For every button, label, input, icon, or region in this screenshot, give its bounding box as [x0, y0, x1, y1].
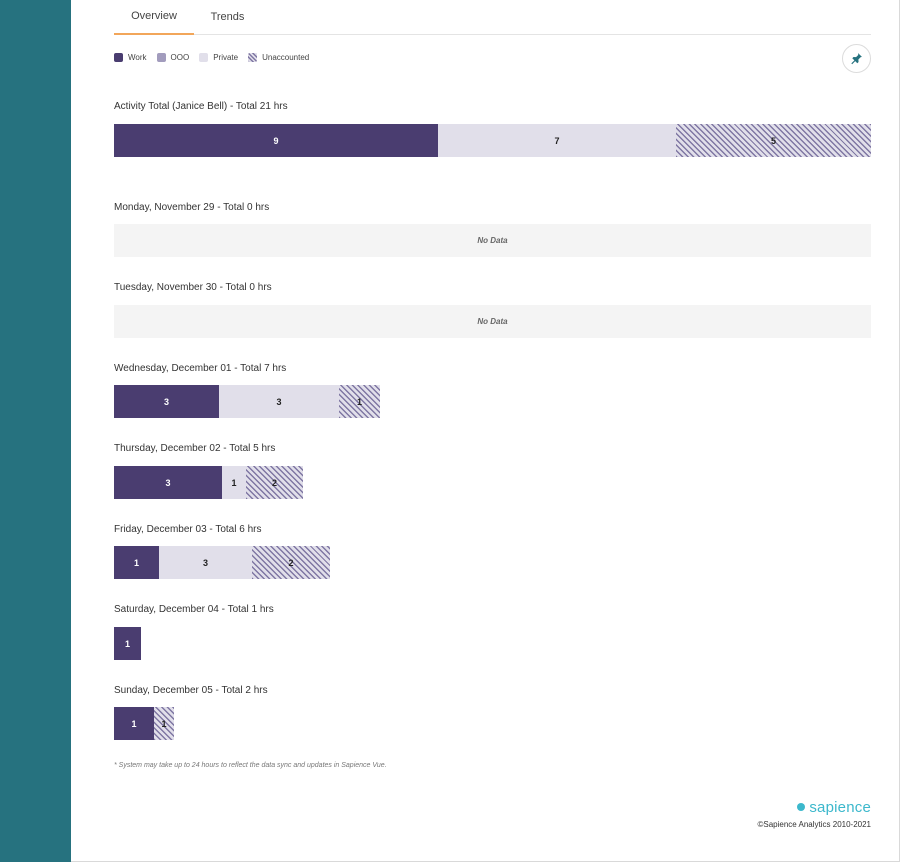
- logo-dot-icon: [797, 802, 806, 811]
- private-segment: 1: [222, 466, 246, 499]
- day-title-thursday: Thursday, December 02 - Total 5 hrs: [114, 443, 276, 454]
- legend: Work OOO Private Unaccounted: [114, 53, 319, 62]
- legend-swatch-unaccounted: [248, 53, 258, 62]
- legend-swatch-work: [114, 53, 123, 62]
- copyright: ©Sapience Analytics 2010-2021: [757, 820, 871, 829]
- legend-item-work: Work: [114, 53, 147, 62]
- no-data-monday: No Data: [114, 224, 871, 257]
- footnote: * System may take up to 24 hours to refl…: [114, 762, 387, 769]
- work-segment: 3: [114, 385, 219, 418]
- app-sidebar: [0, 0, 71, 862]
- pin-icon: [851, 53, 862, 65]
- total-private-segment: 7: [438, 124, 676, 157]
- day-title-monday: Monday, November 29 - Total 0 hrs: [114, 202, 270, 213]
- day-title-friday: Friday, December 03 - Total 6 hrs: [114, 524, 262, 535]
- unaccounted-segment: 2: [246, 466, 303, 499]
- work-segment: 3: [114, 466, 222, 499]
- activity-total-bar: 9 7 5: [114, 124, 871, 157]
- total-unaccounted-segment: 5: [676, 124, 871, 157]
- day-bar-thursday: 3 1 2: [114, 466, 303, 499]
- unaccounted-segment: 1: [339, 385, 380, 418]
- sapience-logo: sapience: [797, 799, 871, 816]
- private-segment: 3: [159, 546, 252, 579]
- work-segment: 1: [114, 707, 154, 740]
- work-segment: 1: [114, 627, 141, 660]
- tab-bar: Overview Trends: [114, 0, 871, 35]
- tab-overview[interactable]: Overview: [114, 0, 194, 35]
- no-data-tuesday: No Data: [114, 305, 871, 338]
- day-bar-saturday: 1: [114, 627, 141, 660]
- main-content: Overview Trends Work OOO Private Unaccou…: [71, 0, 900, 862]
- brand-name: sapience: [809, 799, 871, 816]
- tab-trends[interactable]: Trends: [210, 11, 245, 23]
- activity-total-title: Activity Total (Janice Bell) - Total 21 …: [114, 101, 288, 112]
- unaccounted-segment: 2: [252, 546, 330, 579]
- unaccounted-segment: 1: [154, 707, 174, 740]
- day-title-sunday: Sunday, December 05 - Total 2 hrs: [114, 685, 268, 696]
- day-title-tuesday: Tuesday, November 30 - Total 0 hrs: [114, 282, 272, 293]
- day-title-wednesday: Wednesday, December 01 - Total 7 hrs: [114, 363, 287, 374]
- legend-item-unaccounted: Unaccounted: [248, 53, 309, 62]
- legend-item-ooo: OOO: [156, 53, 190, 62]
- legend-swatch-private: [199, 53, 209, 62]
- day-bar-sunday: 1 1: [114, 707, 174, 740]
- legend-swatch-ooo: [156, 53, 166, 62]
- work-segment: 1: [114, 546, 159, 579]
- private-segment: 3: [219, 385, 339, 418]
- legend-label: OOO: [170, 53, 190, 62]
- day-bar-friday: 1 3 2: [114, 546, 330, 579]
- day-bar-wednesday: 3 3 1: [114, 385, 380, 418]
- legend-label: Private: [213, 53, 239, 62]
- legend-label: Work: [128, 53, 147, 62]
- legend-label: Unaccounted: [262, 53, 310, 62]
- legend-item-private: Private: [199, 53, 238, 62]
- pin-button[interactable]: [842, 44, 871, 73]
- total-work-segment: 9: [114, 124, 438, 157]
- day-title-saturday: Saturday, December 04 - Total 1 hrs: [114, 604, 274, 615]
